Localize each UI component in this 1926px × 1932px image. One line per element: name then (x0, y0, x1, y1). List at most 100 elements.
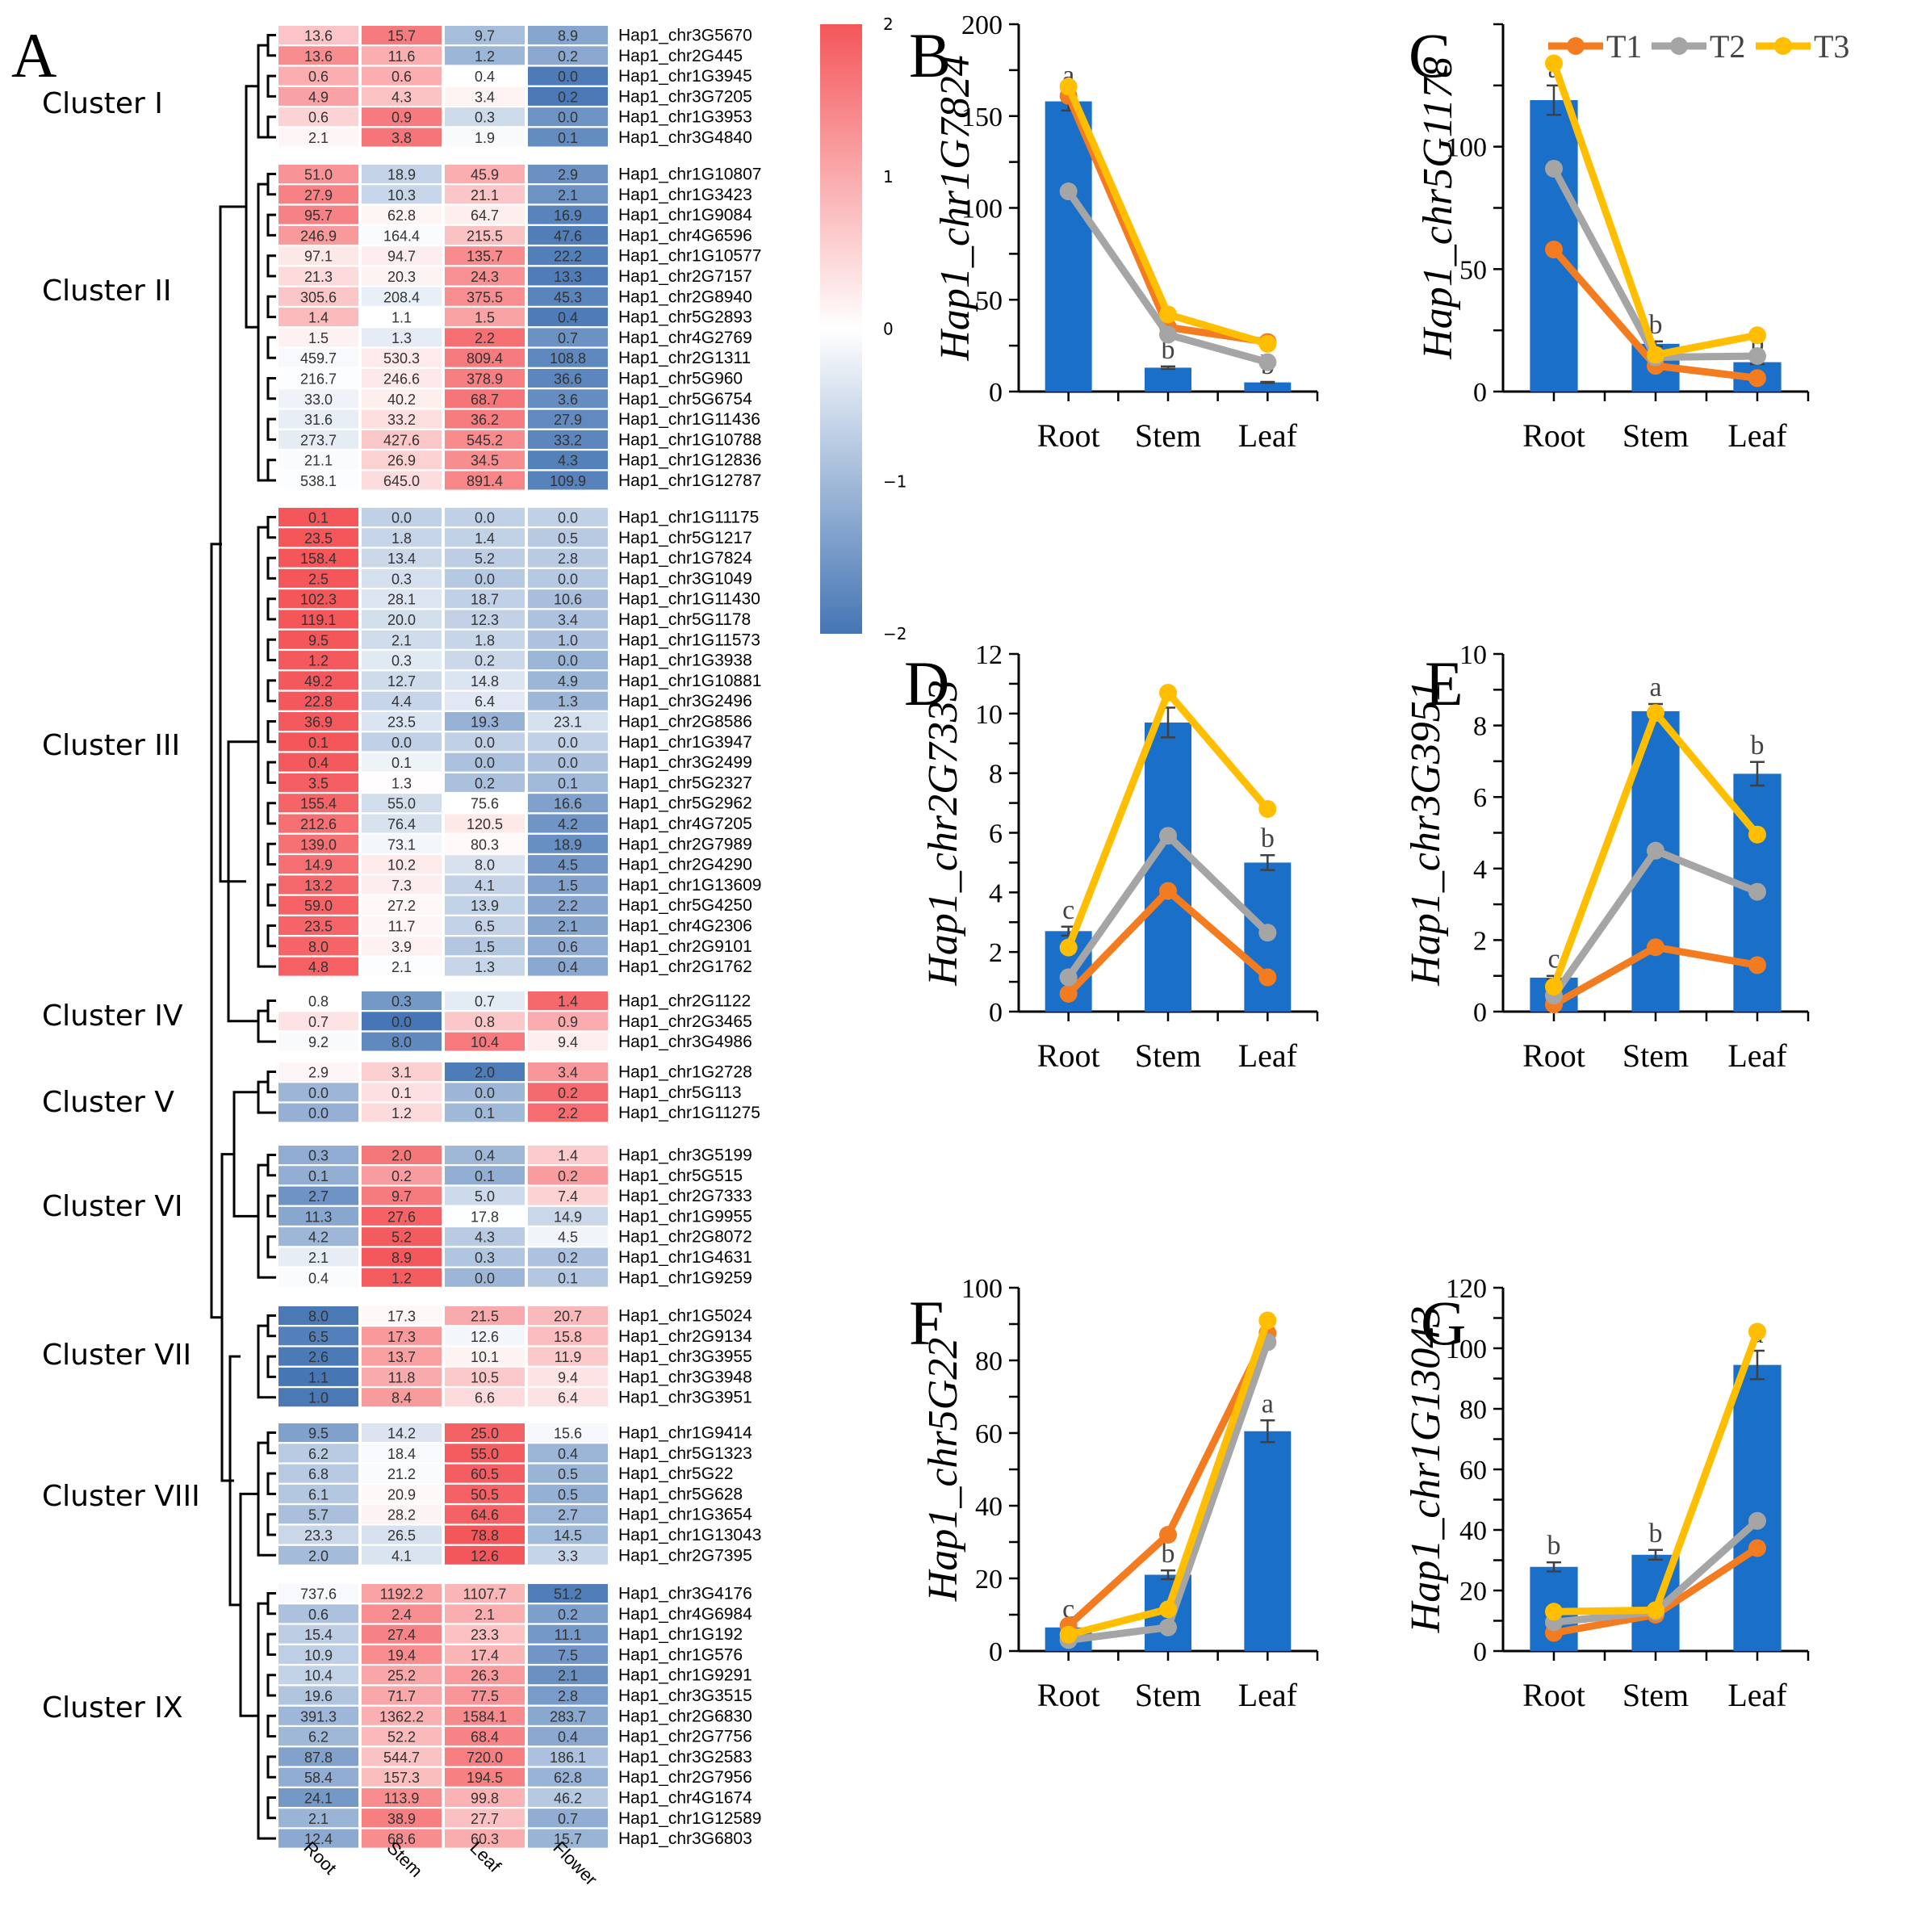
heatmap-cell (278, 389, 358, 409)
cell-value: 0.8 (475, 1014, 495, 1030)
gene-label: Hap1_chr2G8072 (618, 1228, 752, 1247)
heatmap-row: 4.9 4.3 3.4 0.2 (278, 86, 608, 106)
y-tick-label: 200 (961, 10, 1003, 40)
heatmap-cell (362, 471, 442, 490)
cell-value: 0.1 (308, 510, 329, 526)
dendrogram-branch (266, 1431, 276, 1455)
heatmap-cell (362, 937, 442, 956)
cell-value: 13.9 (471, 898, 499, 914)
gene-label: Hap1_chr3G6803 (618, 1829, 752, 1848)
heatmap-cell (528, 107, 608, 127)
gene-label: Hap1_chr1G11436 (618, 410, 760, 429)
cell-value: 6.8 (308, 1466, 329, 1482)
heatmap-cell (528, 651, 608, 670)
x-tick-label: Stem (1622, 1037, 1689, 1074)
cell-value: 77.5 (471, 1688, 499, 1704)
heatmap-row: 4.2 5.2 4.3 4.5 (278, 1227, 608, 1247)
panel-letter-a: A (11, 20, 57, 90)
colorbar: 2 1 0 −1 −2 (820, 15, 906, 643)
cell-value: 36.6 (554, 371, 582, 388)
heatmap-row: 1.1 11.8 10.5 9.4 (278, 1367, 608, 1386)
y-tick-label: 20 (975, 1565, 1003, 1595)
heatmap-cell (278, 1604, 358, 1624)
x-tick-label: Leaf (1238, 1037, 1298, 1074)
gene-label: Hap1_chr3G3951 (618, 1389, 752, 1407)
heatmap-cell (445, 671, 525, 690)
heatmap-cell (445, 794, 525, 813)
cell-value: 36.9 (304, 715, 333, 731)
heatmap-cell (528, 1484, 608, 1503)
cell-value: 94.7 (387, 249, 416, 265)
heatmap-row: 8.0 17.3 21.5 20.7 (278, 1306, 608, 1325)
cell-value: 2.4 (391, 1607, 412, 1623)
y-axis-label: Hap1_chr2G7333 (920, 680, 966, 986)
heatmap-cell (528, 246, 608, 266)
heatmap-cell (445, 1347, 525, 1366)
gene-label: Hap1_chr2G4290 (618, 856, 752, 874)
y-axis-label: Hap1_chr1G7824 (932, 55, 978, 361)
heatmap-cell (445, 568, 525, 588)
cell-value: 0.2 (558, 1607, 578, 1623)
heatmap-cell (362, 691, 442, 710)
dendrogram-branch (266, 1235, 276, 1259)
significance-letter: b (1751, 731, 1765, 761)
heatmap-cell (445, 855, 525, 874)
x-tick-label: Root (1522, 417, 1585, 454)
heatmap-cell (528, 66, 608, 86)
gene-label: Hap1_chr3G2499 (618, 753, 752, 772)
cell-value: 2.8 (558, 551, 578, 567)
cell-value: 95.7 (304, 207, 333, 224)
series-point-t2 (1748, 1511, 1766, 1530)
bar (1045, 101, 1092, 392)
heatmap-cell (445, 1444, 525, 1463)
y-tick-label: 4 (1473, 855, 1487, 885)
dendrogram-branch (266, 1796, 276, 1820)
x-tick-label: Root (1037, 417, 1100, 454)
cell-value: 1.0 (558, 632, 578, 648)
colorbar-gradient (820, 24, 862, 634)
cell-value: 215.5 (467, 228, 503, 244)
cell-value: 194.5 (467, 1770, 503, 1786)
dendrogram-branch (257, 1080, 268, 1114)
error-bar (1260, 380, 1275, 384)
cell-value: 9.4 (558, 1034, 578, 1050)
cell-value: 15.6 (554, 1426, 582, 1442)
heatmap-cell (528, 1505, 608, 1524)
dendrogram-branch (266, 1194, 276, 1217)
cell-value: 20.7 (554, 1309, 582, 1325)
heatmap-cell (445, 1206, 525, 1226)
heatmap-cell (278, 1444, 358, 1463)
heatmap-row: 119.1 20.0 12.3 3.4 (278, 610, 608, 629)
heatmap-cell (278, 794, 358, 813)
gene-label: Hap1_chr1G10577 (618, 247, 761, 266)
cell-value: 3.6 (558, 392, 578, 408)
heatmap-cell (278, 1545, 358, 1565)
heatmap-row: 21.3 20.3 24.3 13.3 (278, 266, 608, 286)
cell-value: 14.8 (471, 673, 499, 689)
gene-label: Hap1_chr1G3953 (618, 108, 752, 127)
heatmap-cell (445, 1464, 525, 1483)
series-point-t3 (1545, 977, 1563, 995)
cell-value: 2.9 (558, 167, 578, 183)
gene-label: Hap1_chr1G192 (618, 1625, 743, 1644)
cell-value: 13.6 (304, 48, 333, 65)
heatmap-cell (278, 26, 358, 44)
heatmap-cell (278, 266, 358, 286)
heatmap-cell (528, 46, 608, 65)
heatmap-cell (362, 287, 442, 306)
dendrogram-branch (232, 1091, 258, 1217)
error-bar (1161, 1569, 1175, 1581)
gene-label: Hap1_chr3G2583 (618, 1748, 752, 1766)
cluster-labels: Cluster I Cluster II Cluster III Cluster IV… (42, 87, 200, 1725)
heatmap-row: 1.0 8.4 6.6 6.4 (278, 1388, 608, 1407)
cell-value: 13.4 (387, 551, 416, 567)
heatmap-cell (528, 225, 608, 245)
cell-value: 4.3 (558, 453, 578, 469)
heatmap-cell (528, 691, 608, 710)
legend-marker-t3 (1774, 37, 1792, 55)
heatmap-row: 9.2 8.0 10.4 9.4 (278, 1032, 608, 1051)
cell-value: 1.2 (391, 1270, 412, 1286)
cell-value: 0.0 (308, 1085, 329, 1101)
cell-value: 73.1 (387, 836, 416, 853)
heatmap-cell (362, 916, 442, 935)
